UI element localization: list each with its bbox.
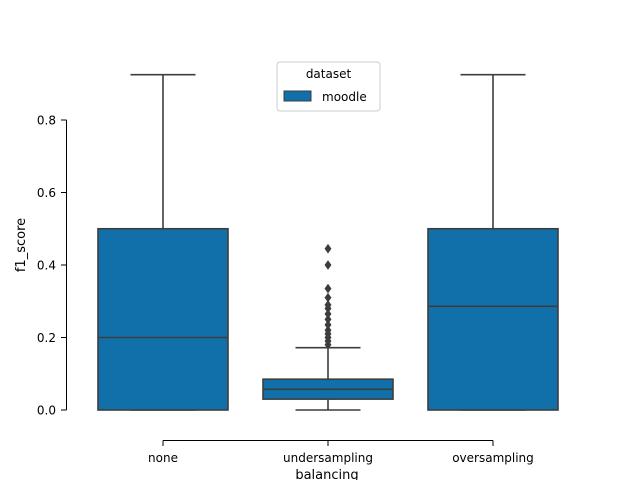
outlier-point	[324, 283, 332, 294]
box-iqr	[97, 227, 229, 411]
outlier-point	[324, 325, 332, 336]
box-none	[97, 73, 229, 411]
x-tick-label-none: none	[148, 451, 178, 465]
outlier-point	[324, 243, 332, 254]
y-tick-label: 0.4	[37, 259, 56, 273]
box-undersampling	[262, 243, 394, 411]
x-axis-label: balancing	[295, 468, 358, 480]
x-tick-label-undersampling: undersampling	[283, 451, 373, 465]
x-axis-ticks: none undersampling oversampling	[148, 440, 534, 465]
outlier-point	[324, 260, 332, 270]
legend-swatch-moodle	[283, 90, 312, 102]
outlier-point	[324, 309, 332, 319]
outlier-point	[324, 314, 332, 325]
outlier-point	[324, 319, 332, 330]
x-tick-label-oversampling: oversampling	[452, 451, 534, 465]
box-iqr	[427, 227, 559, 411]
outlier-point	[324, 292, 332, 303]
y-tick-label: 0.0	[37, 404, 56, 418]
box-series-moodle	[97, 73, 559, 411]
box-oversampling	[427, 73, 559, 411]
outlier-point	[324, 299, 332, 310]
legend-entry-moodle: moodle	[322, 90, 367, 104]
y-tick-label: 0.8	[37, 114, 56, 128]
y-axis-label: f1_score	[14, 218, 29, 272]
y-axis-ticks: 0.0 0.2 0.4 0.6 0.8	[37, 114, 67, 418]
y-tick-label: 0.6	[37, 186, 56, 200]
y-tick-label: 0.2	[37, 331, 56, 345]
legend: dataset moodle	[276, 61, 381, 112]
legend-title: dataset	[306, 67, 352, 81]
